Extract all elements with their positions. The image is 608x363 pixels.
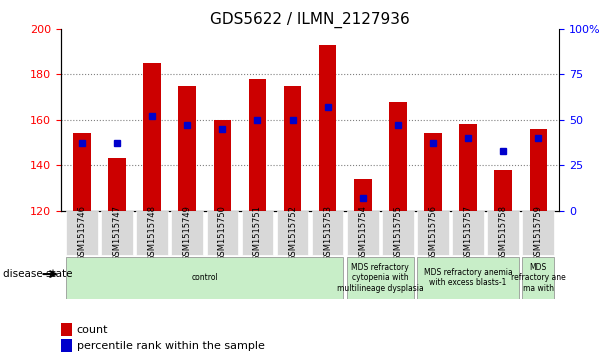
- FancyBboxPatch shape: [347, 257, 413, 299]
- FancyBboxPatch shape: [347, 211, 379, 256]
- Bar: [61, 339, 72, 352]
- Bar: [213, 120, 231, 211]
- Text: GSM1515749: GSM1515749: [182, 205, 192, 261]
- Text: GSM1515751: GSM1515751: [253, 205, 262, 261]
- FancyBboxPatch shape: [277, 211, 308, 256]
- Text: GSM1515758: GSM1515758: [499, 205, 508, 261]
- Text: GSM1515753: GSM1515753: [323, 205, 332, 261]
- FancyBboxPatch shape: [207, 211, 238, 256]
- FancyBboxPatch shape: [136, 211, 168, 256]
- Text: GSM1515757: GSM1515757: [463, 205, 472, 261]
- Text: GSM1515748: GSM1515748: [148, 205, 157, 261]
- Text: GSM1515750: GSM1515750: [218, 205, 227, 261]
- Bar: [73, 133, 91, 211]
- FancyBboxPatch shape: [382, 211, 413, 256]
- Text: MDS refractory anemia
with excess blasts-1: MDS refractory anemia with excess blasts…: [424, 268, 513, 287]
- Bar: [530, 129, 547, 211]
- Bar: [143, 63, 161, 211]
- Bar: [354, 179, 371, 211]
- FancyBboxPatch shape: [452, 211, 484, 256]
- Bar: [424, 133, 442, 211]
- FancyBboxPatch shape: [101, 211, 133, 256]
- FancyBboxPatch shape: [171, 211, 203, 256]
- Text: GSM1515755: GSM1515755: [393, 205, 402, 261]
- FancyBboxPatch shape: [312, 211, 344, 256]
- Text: GSM1515759: GSM1515759: [534, 205, 543, 261]
- Text: count: count: [77, 325, 108, 335]
- Bar: [108, 158, 126, 211]
- Text: percentile rank within the sample: percentile rank within the sample: [77, 341, 264, 351]
- FancyBboxPatch shape: [522, 211, 554, 256]
- Bar: [319, 45, 336, 211]
- Bar: [61, 323, 72, 336]
- Text: GSM1515746: GSM1515746: [77, 205, 86, 261]
- FancyBboxPatch shape: [522, 257, 554, 299]
- Bar: [249, 79, 266, 211]
- FancyBboxPatch shape: [241, 211, 273, 256]
- Text: disease state: disease state: [3, 269, 72, 279]
- Bar: [494, 170, 512, 211]
- FancyBboxPatch shape: [488, 211, 519, 256]
- Bar: [178, 86, 196, 211]
- FancyBboxPatch shape: [66, 257, 344, 299]
- Bar: [389, 102, 407, 211]
- Text: MDS
refractory ane
ma with: MDS refractory ane ma with: [511, 263, 565, 293]
- FancyBboxPatch shape: [66, 211, 98, 256]
- FancyBboxPatch shape: [417, 211, 449, 256]
- Text: GSM1515752: GSM1515752: [288, 205, 297, 261]
- Bar: [284, 86, 302, 211]
- Text: GSM1515756: GSM1515756: [429, 205, 438, 261]
- Title: GDS5622 / ILMN_2127936: GDS5622 / ILMN_2127936: [210, 12, 410, 28]
- Text: GSM1515754: GSM1515754: [358, 205, 367, 261]
- Bar: [459, 124, 477, 211]
- Text: control: control: [192, 273, 218, 282]
- FancyBboxPatch shape: [417, 257, 519, 299]
- Text: GSM1515747: GSM1515747: [112, 205, 122, 261]
- Text: MDS refractory
cytopenia with
multilineage dysplasia: MDS refractory cytopenia with multilinea…: [337, 263, 424, 293]
